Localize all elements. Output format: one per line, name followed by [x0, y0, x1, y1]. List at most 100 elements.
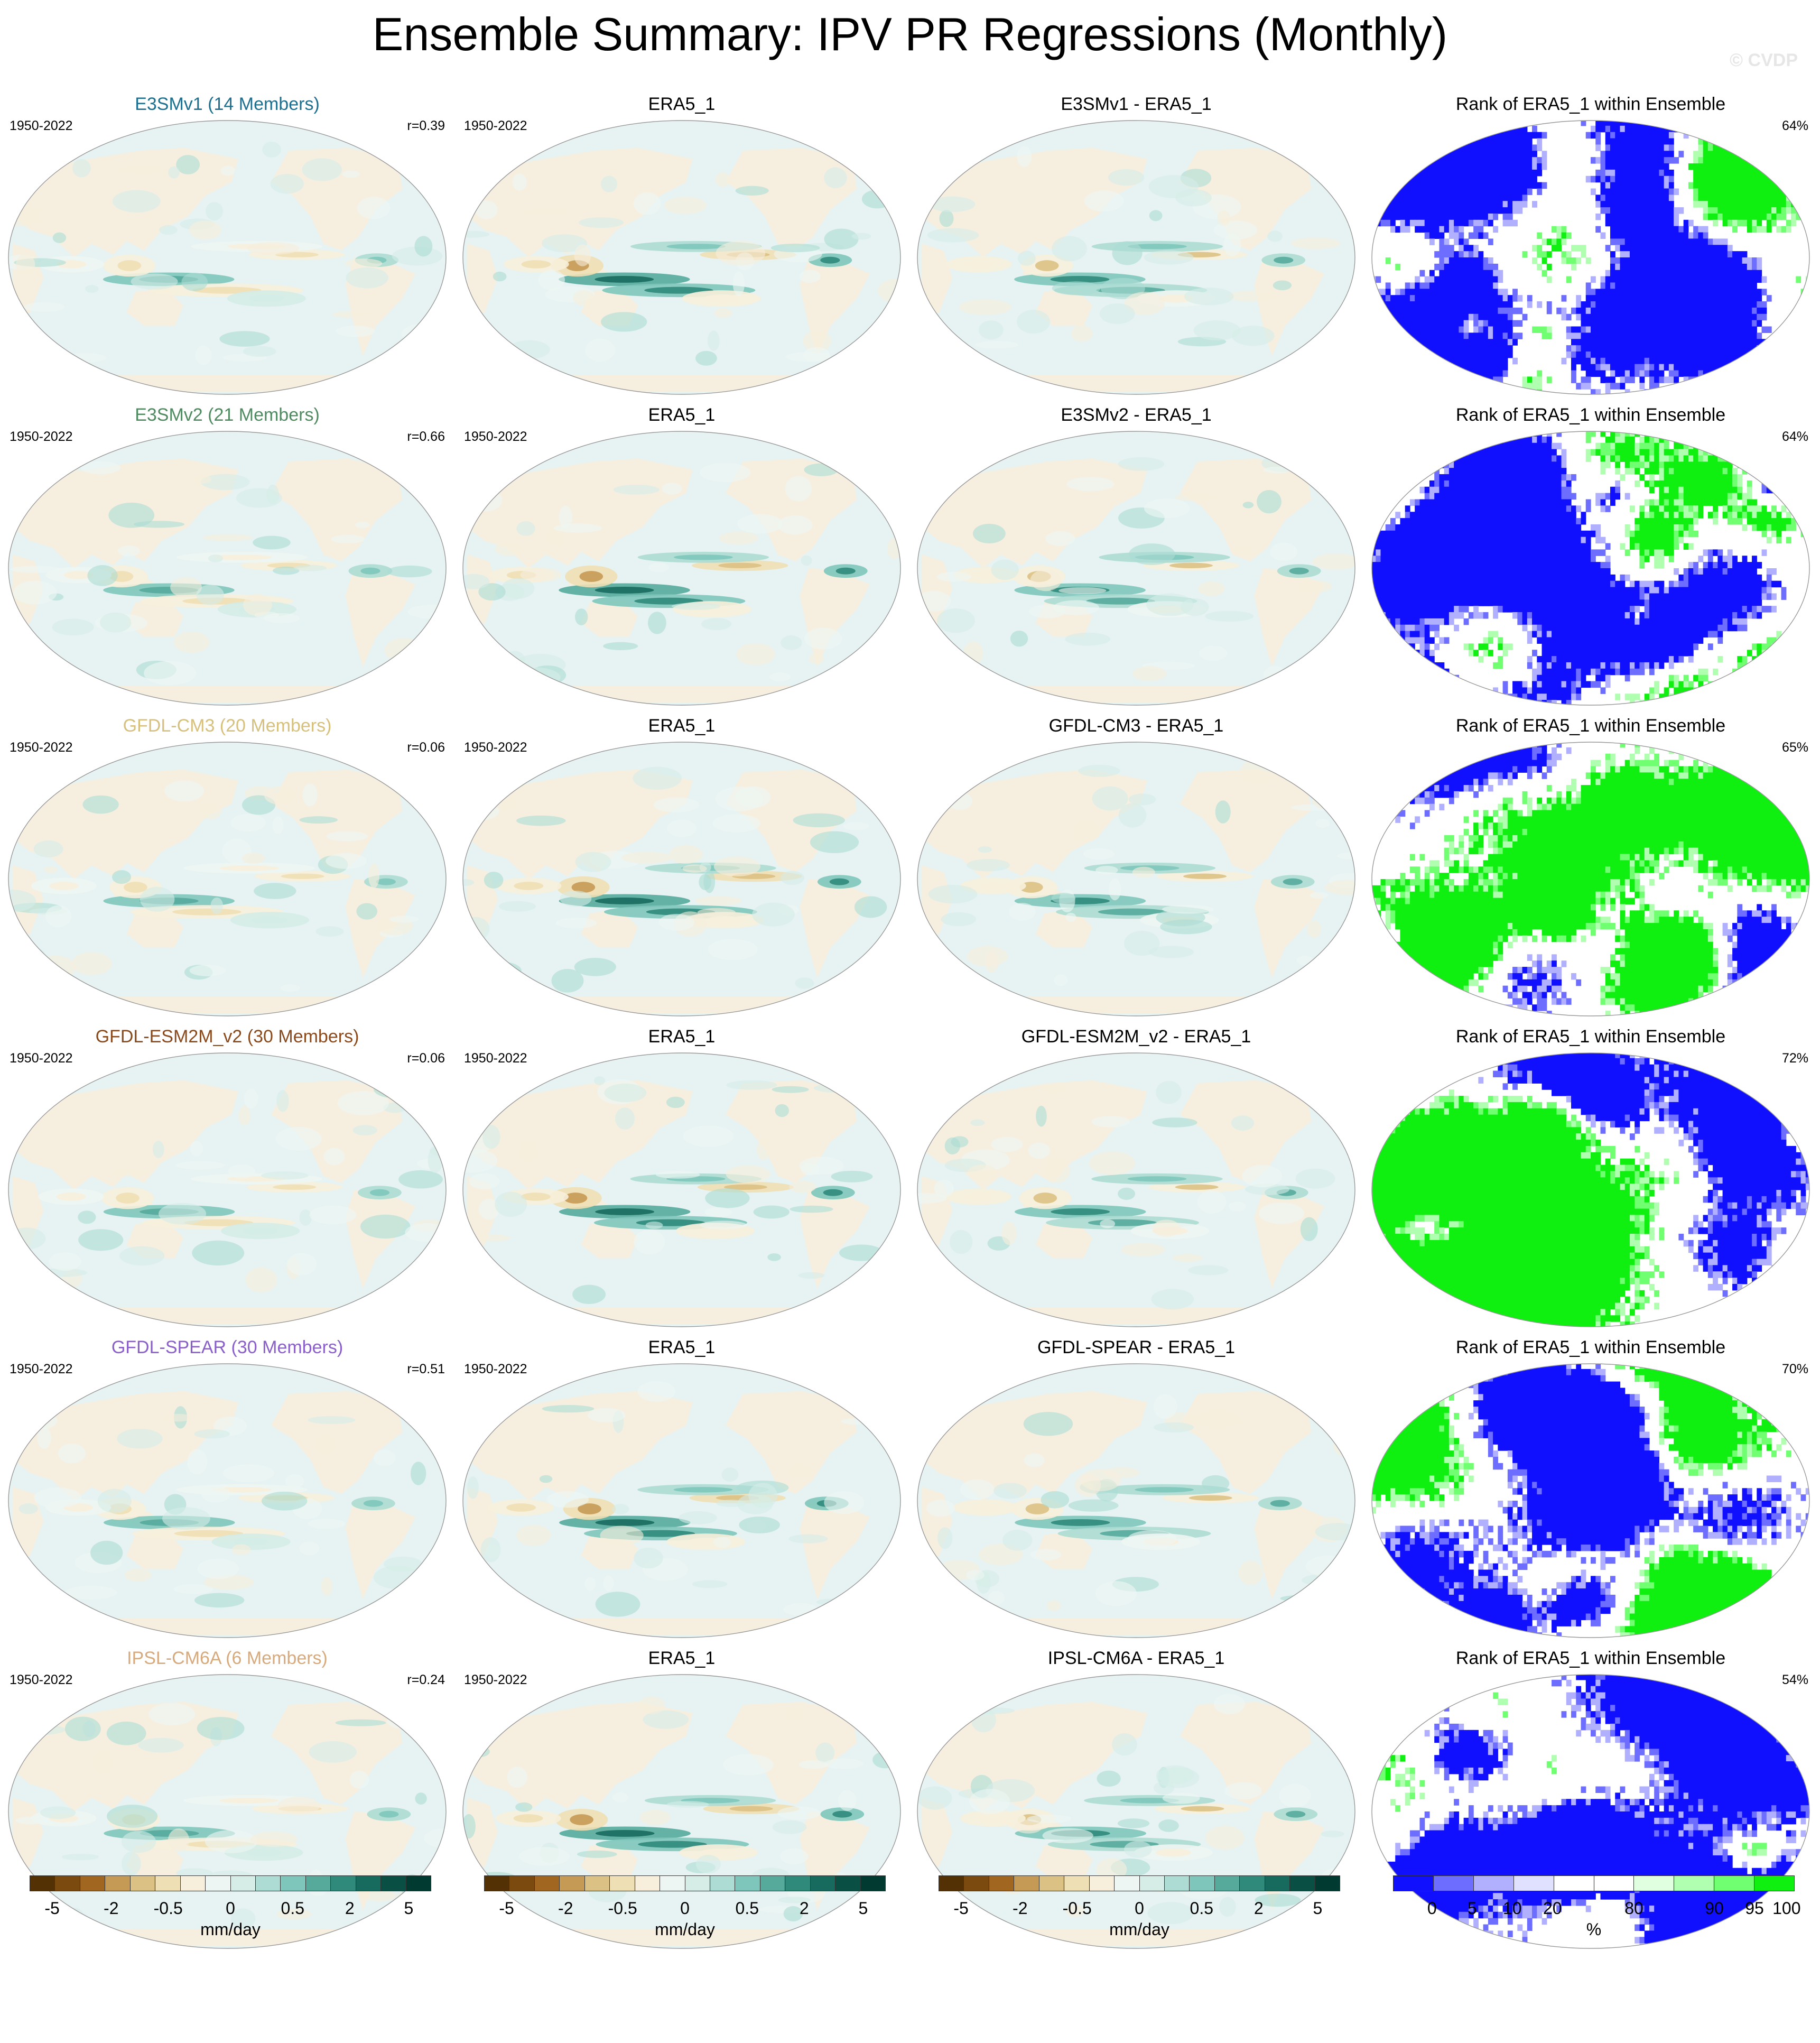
- coastline: [922, 997, 1350, 1013]
- coastline: [922, 459, 1147, 568]
- coastline: [271, 1391, 402, 1494]
- colorbar-tick-label: 5: [1467, 1899, 1477, 1918]
- coastline: [726, 148, 857, 251]
- colorbar-tick-label: 2: [799, 1899, 809, 1918]
- coastline: [271, 459, 402, 561]
- colorbar-swatches: [939, 1875, 1340, 1891]
- colorbar-swatch: [130, 1876, 156, 1891]
- coastline: [1709, 257, 1779, 356]
- rank-panel: Rank of ERA5_1 within Ensemble 65%: [1363, 716, 1818, 1027]
- map-fill: [8, 742, 446, 1016]
- map-border: [917, 742, 1355, 1016]
- coastline: [922, 1619, 1350, 1635]
- coastline: [1315, 141, 1344, 169]
- coastline: [800, 568, 870, 667]
- coastline: [726, 459, 857, 561]
- coastline: [467, 686, 896, 702]
- colorbar-tick-label: 2: [1253, 1899, 1264, 1918]
- coastline: [1490, 288, 1547, 326]
- coastline: [13, 375, 441, 392]
- colorbar-tick-label: -5: [953, 1899, 969, 1918]
- coastline: [114, 264, 162, 282]
- coastline: [406, 141, 435, 169]
- panel-title: ERA5_1: [648, 1027, 716, 1047]
- coastline: [13, 1929, 441, 1946]
- pattern-correlation-label: r=0.51: [407, 1362, 445, 1376]
- map-border: [8, 1052, 447, 1327]
- coastline: [1490, 909, 1547, 948]
- diff-panel: IPSL-CM6A - ERA5_1: [909, 1648, 1363, 1959]
- map-border: [917, 431, 1355, 706]
- map-fill: [917, 431, 1355, 705]
- coastline: [1635, 1391, 1766, 1494]
- colorbar-swatch: [1433, 1876, 1474, 1891]
- coastline: [467, 1619, 896, 1635]
- colorbar-swatch: [1315, 1876, 1340, 1891]
- colorbar-swatch: [1039, 1876, 1065, 1891]
- summary-row: E3SMv1 (14 Members) 1950-2022 r=0.39 ERA5_1…: [0, 94, 1820, 405]
- coastline: [1477, 1197, 1525, 1215]
- colorbar-swatch: [610, 1876, 635, 1891]
- map-border: [917, 1674, 1355, 1949]
- coastline: [1376, 686, 1805, 702]
- colorbar-units: %: [1586, 1920, 1602, 1939]
- coastline: [1709, 1501, 1779, 1599]
- coastline: [467, 770, 692, 879]
- rank-map: [1371, 431, 1810, 706]
- coastline: [467, 1798, 498, 1873]
- map-fill: [463, 1053, 900, 1327]
- coastline: [13, 1308, 441, 1324]
- coastline: [922, 554, 952, 630]
- panel-title: Rank of ERA5_1 within Ensemble: [1455, 716, 1726, 736]
- colorbar-swatch: [381, 1876, 406, 1891]
- coastline: [13, 1619, 441, 1635]
- colorbar-units: mm/day: [200, 1920, 261, 1939]
- map-fill: [8, 121, 446, 394]
- colorbar-swatch: [1214, 1876, 1240, 1891]
- diff-panel: GFDL-SPEAR - ERA5_1: [909, 1337, 1363, 1648]
- coastline: [1770, 1695, 1798, 1723]
- map-border: [462, 1674, 901, 1949]
- coastline: [467, 1391, 692, 1501]
- panel-title: ERA5_1: [648, 716, 716, 736]
- years-label: 1950-2022: [464, 1362, 527, 1376]
- map-fill: [8, 1364, 446, 1638]
- coastline: [271, 148, 402, 251]
- coastline: [1635, 1080, 1766, 1183]
- diff-panel: E3SMv1 - ERA5_1: [909, 94, 1363, 405]
- colorbar-tick-label: 0: [1427, 1899, 1437, 1918]
- coastline: [467, 997, 896, 1013]
- colorbar-swatches: [30, 1875, 431, 1891]
- colorbar-tick-label: -0.5: [608, 1899, 637, 1918]
- map-border: [1371, 742, 1810, 1016]
- precip-regression-map: [917, 120, 1355, 395]
- coastline: [1255, 568, 1324, 667]
- coastline: [581, 1220, 638, 1259]
- coastline: [726, 1702, 857, 1805]
- coastline: [922, 1929, 1350, 1946]
- coastline: [13, 1487, 43, 1562]
- colorbar-tick-label: 2: [345, 1899, 355, 1918]
- colorbar-swatch: [485, 1876, 510, 1891]
- model-panel: GFDL-ESM2M_v2 (30 Members) 1950-2022 r=0.0…: [0, 1027, 454, 1337]
- coastline: [467, 244, 498, 319]
- map-border: [1371, 431, 1810, 706]
- colorbar-swatch: [660, 1876, 685, 1891]
- coastline: [922, 1487, 952, 1562]
- obs-panel: ERA5_1 1950-2022: [454, 1648, 909, 1959]
- colorbar-swatch: [860, 1876, 885, 1891]
- map-border: [8, 742, 447, 1016]
- rank-percent-label: 54%: [1781, 1672, 1808, 1687]
- coastline: [1635, 148, 1766, 251]
- coastline: [1376, 997, 1805, 1013]
- coastline: [1477, 1508, 1525, 1526]
- coastline: [13, 1176, 43, 1251]
- colorbar-tick-label: 100: [1772, 1899, 1801, 1918]
- coastline: [1770, 452, 1798, 479]
- colorbar-swatch: [835, 1876, 861, 1891]
- colorbar-rank: 0 5 10 20 80 90 95 100 %: [1393, 1875, 1800, 1939]
- coastline: [13, 686, 441, 702]
- colorbar-obs: -5 -2 -0.5 0 0.5 2 5 mm/day: [484, 1875, 886, 1939]
- colorbar-swatch: [1064, 1876, 1090, 1891]
- colorbar-tick-label: 0: [1135, 1899, 1144, 1918]
